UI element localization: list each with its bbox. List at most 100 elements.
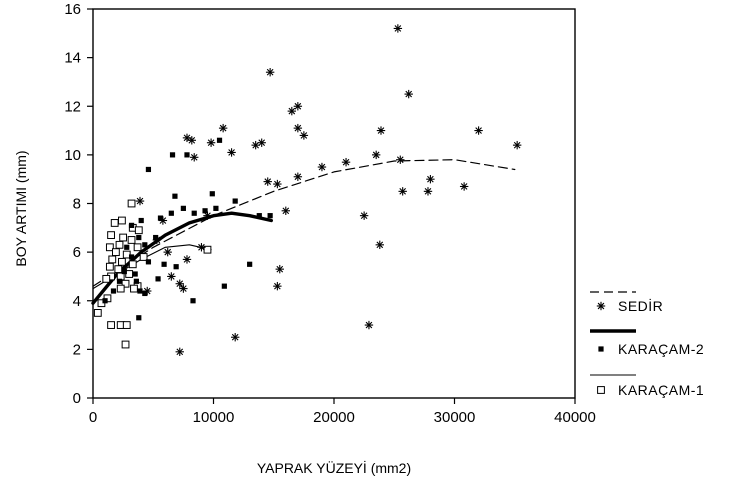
- data-point: [161, 261, 167, 267]
- data-point: [190, 298, 196, 304]
- data-point: [247, 261, 253, 267]
- data-point: [124, 244, 130, 250]
- data-point: [116, 284, 125, 293]
- data-point: [293, 123, 303, 133]
- fit-line: [92, 159, 516, 287]
- data-point: [364, 320, 374, 330]
- data-point: [190, 153, 199, 162]
- data-point: [107, 231, 115, 240]
- data-point: [512, 140, 522, 150]
- data-point: [227, 148, 236, 157]
- data-point: [175, 347, 184, 357]
- data-point: [267, 213, 273, 219]
- data-point: [426, 174, 435, 184]
- data-point: [213, 205, 219, 211]
- data-point: [118, 257, 126, 266]
- data-point: [218, 123, 228, 133]
- data-point: [206, 138, 216, 147]
- data-point: [135, 196, 145, 206]
- data-point: [128, 260, 137, 269]
- data-point: [127, 199, 136, 208]
- x-axis-title: YAPRAK YÜZEYİ (mm2): [257, 459, 411, 476]
- legend-label: KARAÇAM-2: [618, 341, 704, 357]
- plot-frame: [92, 8, 576, 399]
- data-point: [122, 321, 131, 329]
- y-tick-label: 0: [73, 390, 81, 407]
- y-tick-label: 10: [64, 147, 81, 164]
- fit-line: [91, 211, 273, 305]
- data-point: [216, 137, 223, 143]
- data-point: [139, 253, 148, 261]
- data-point: [396, 155, 405, 164]
- data-point: [273, 281, 282, 291]
- data-point: [459, 182, 469, 191]
- x-tick-label: 0: [89, 409, 97, 426]
- data-point: [102, 298, 108, 304]
- y-axis-title: BOY ARTIMI (mm): [13, 150, 29, 266]
- y-tick-label: 4: [73, 293, 81, 310]
- data-point: [108, 255, 117, 264]
- data-point: [187, 136, 197, 145]
- legend-label: KARAÇAM-1: [618, 382, 704, 398]
- data-point: [136, 315, 142, 321]
- data-point: [114, 265, 123, 274]
- x-tick-label: 10000: [193, 409, 235, 426]
- y-tick-label: 2: [73, 341, 81, 358]
- data-point: [376, 126, 386, 135]
- data-point: [398, 187, 407, 196]
- y-tick-label: 12: [64, 98, 81, 115]
- legend-label: SEDİR: [618, 297, 663, 314]
- data-point: [168, 210, 174, 216]
- data-point: [203, 211, 212, 220]
- legend-marker: [598, 346, 604, 352]
- data-point: [102, 274, 111, 283]
- data-point: [404, 89, 413, 99]
- data-point: [180, 205, 186, 211]
- data-point: [474, 126, 483, 135]
- data-point: [145, 259, 152, 265]
- data-point: [110, 288, 117, 294]
- data-point: [179, 284, 188, 293]
- data-point: [209, 191, 215, 197]
- data-points: [93, 24, 522, 357]
- data-point: [172, 193, 178, 199]
- y-tick-label: 8: [73, 196, 81, 213]
- y-tick-label: 16: [64, 1, 81, 18]
- data-point: [118, 216, 126, 225]
- data-point: [137, 288, 143, 294]
- data-point: [287, 106, 297, 116]
- data-point: [173, 264, 179, 270]
- data-point: [158, 216, 168, 225]
- data-point: [359, 211, 369, 220]
- data-point: [251, 140, 260, 150]
- data-point: [152, 235, 162, 245]
- data-point: [115, 240, 124, 249]
- y-tick-label: 6: [73, 244, 81, 261]
- legend: SEDİR KARAÇAM-2 KARAÇAM-1: [590, 291, 704, 398]
- data-point: [133, 243, 142, 252]
- data-point: [175, 279, 184, 288]
- data-point: [128, 222, 135, 228]
- data-point: [317, 162, 327, 172]
- data-point: [110, 219, 119, 227]
- data-point: [184, 152, 190, 158]
- legend-marker: [597, 386, 605, 394]
- data-point: [132, 271, 138, 277]
- data-point: [281, 206, 290, 215]
- x-tick-label: 40000: [554, 409, 596, 426]
- data-point: [167, 272, 176, 281]
- data-point: [221, 283, 227, 289]
- plot-area: [92, 8, 576, 399]
- data-point: [143, 286, 152, 296]
- data-point: [136, 234, 142, 241]
- data-point: [169, 152, 176, 158]
- data-point: [121, 268, 127, 275]
- data-point: [130, 284, 138, 293]
- y-tick-label: 14: [64, 50, 81, 67]
- data-point: [142, 242, 148, 248]
- data-point: [232, 198, 238, 204]
- data-point: [105, 243, 114, 252]
- data-point: [265, 68, 275, 77]
- data-point: [299, 131, 309, 140]
